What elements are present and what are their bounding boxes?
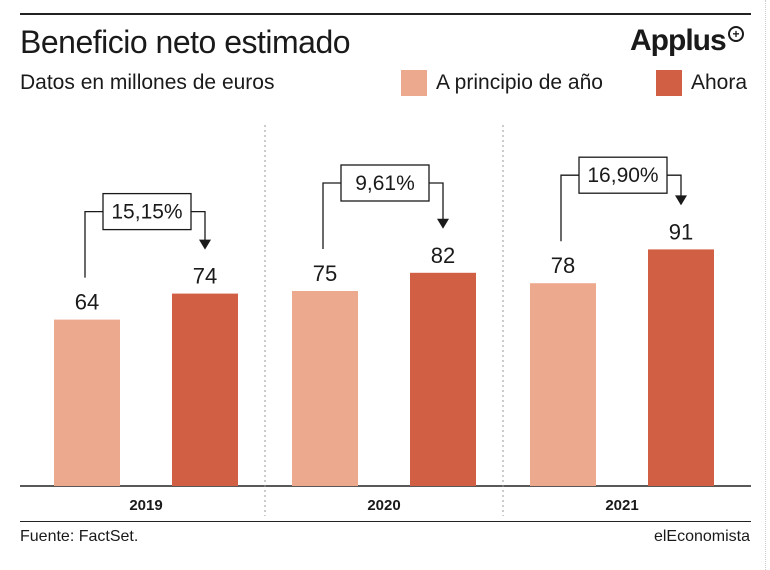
- value-label-2019-now: 74: [193, 264, 217, 289]
- value-label-2021-now: 91: [669, 219, 693, 244]
- change-bracket-right-2020: [429, 182, 444, 221]
- bar-2020-now: [410, 272, 476, 486]
- change-bracket-right-2019: [191, 210, 206, 242]
- brand-name: elEconomista: [653, 528, 750, 545]
- change-bracket-right-2021: [667, 174, 682, 198]
- value-label-2021-start-of-year: 78: [551, 253, 575, 278]
- applus-logo: Applus: [630, 24, 727, 57]
- change-label-2020: 9,61%: [355, 172, 415, 195]
- chart-subtitle: Datos en millones de euros: [20, 71, 275, 94]
- bottom-rule: [20, 521, 751, 522]
- source-note: Fuente: FactSet.: [20, 528, 139, 545]
- change-box-2019: [102, 192, 192, 231]
- change-bracket-left-2020: [322, 182, 341, 249]
- category-label-2021: 2021: [605, 497, 638, 514]
- change-label-2019: 15,15%: [111, 201, 182, 224]
- legend-item-start-of-year: A principio de año: [401, 70, 603, 96]
- chart-title: Beneficio neto estimado: [20, 24, 351, 60]
- change-arrow-2019: [199, 239, 211, 250]
- change-bracket-left-2019: [84, 210, 103, 278]
- legend-swatch-now: [656, 70, 682, 96]
- value-label-2020-start-of-year: 75: [313, 261, 337, 286]
- bar-2020-start-of-year: [292, 291, 358, 486]
- legend-label-start-of-year: A principio de año: [436, 71, 603, 94]
- change-arrow-2020: [437, 218, 449, 229]
- change-label-2021: 16,90%: [587, 164, 658, 187]
- edge-dotted-line: [765, 0, 767, 570]
- category-label-2019: 2019: [129, 497, 162, 514]
- value-label-2020-now: 82: [431, 243, 455, 268]
- change-bracket-left-2021: [560, 174, 579, 242]
- change-box-2020: [340, 164, 430, 202]
- bar-2021-now: [648, 249, 714, 486]
- legend-swatch-start-of-year: [401, 70, 427, 96]
- category-label-2020: 2020: [367, 497, 400, 514]
- bar-2019-start-of-year: [54, 319, 120, 486]
- value-label-2019-start-of-year: 64: [75, 290, 99, 315]
- change-box-2021: [578, 156, 668, 194]
- top-rule: [20, 13, 751, 15]
- plus-circle-icon: +: [728, 26, 744, 42]
- bar-2021-start-of-year: [530, 283, 596, 486]
- legend-item-now: Ahora: [656, 70, 747, 96]
- bar-2019-now: [172, 293, 238, 486]
- change-arrow-2021: [675, 195, 687, 206]
- legend-label-now: Ahora: [691, 71, 748, 94]
